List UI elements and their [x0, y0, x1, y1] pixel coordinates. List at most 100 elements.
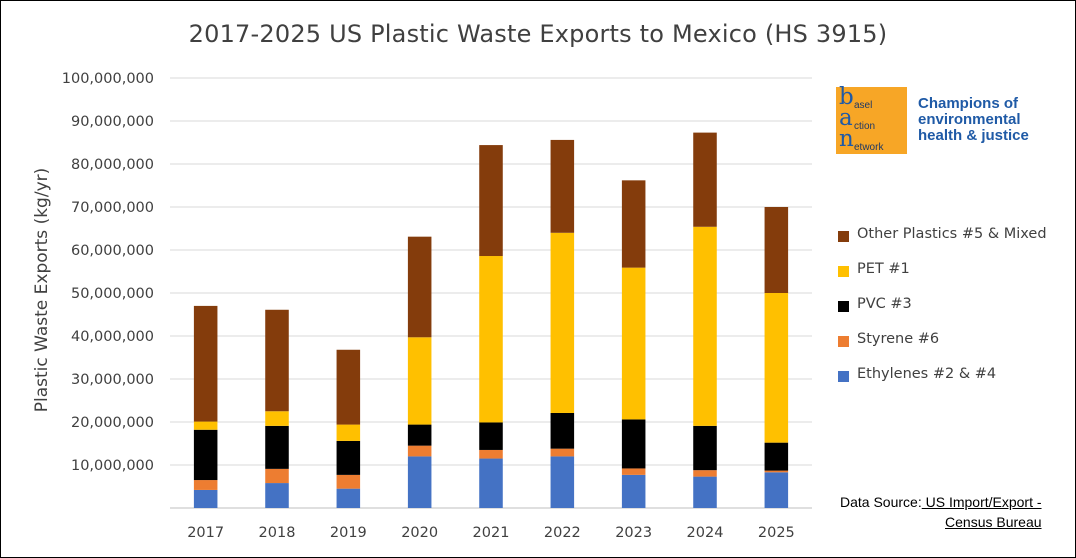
- bar-2024-ethylenes-2-4: [693, 476, 717, 508]
- source-prefix: Data Source:: [840, 494, 922, 510]
- bar-2025-pvc-3: [764, 442, 789, 471]
- legend-label: PET #1: [857, 261, 910, 277]
- logo-letter-a: a: [839, 105, 853, 131]
- x-tick-label: 2018: [259, 525, 296, 541]
- x-tick-label: 2019: [330, 525, 367, 541]
- bar-2022-pet-1: [550, 232, 575, 413]
- ban-logo: b a n asel ction etwork Champions of env…: [836, 84, 1046, 155]
- legend-item: PVC #3: [838, 296, 1068, 316]
- bar-2022-ethylenes-2-4: [550, 456, 575, 508]
- bars: [193, 132, 789, 508]
- bar-2019-other-plastics-5-mixed: [336, 349, 361, 425]
- x-tick-label: 2024: [687, 525, 724, 541]
- bar-2024-pet-1: [693, 226, 717, 426]
- legend-label: Styrene #6: [857, 331, 940, 347]
- logo-word-basel: asel: [854, 100, 873, 111]
- tagline-line-3: health & justice: [918, 127, 1029, 144]
- chart-title: 2017-2025 US Plastic Waste Exports to Me…: [188, 20, 888, 48]
- data-source-note: Data Source: US Import/Export - Census B…: [840, 492, 1042, 532]
- bar-2021-pvc-3: [479, 422, 503, 450]
- source-line-2[interactable]: Census Bureau: [945, 514, 1042, 530]
- bar-2021-ethylenes-2-4: [479, 458, 503, 508]
- legend-label: Ethylenes #2 & #4: [857, 366, 997, 382]
- y-tick-label: 80,000,000: [71, 157, 154, 173]
- bar-2025-ethylenes-2-4: [764, 472, 789, 508]
- y-tick-label: 40,000,000: [71, 329, 154, 345]
- bar-2018-pvc-3: [265, 425, 289, 469]
- logo-word-action: ction: [854, 121, 876, 132]
- legend-item: Styrene #6: [838, 331, 1068, 351]
- y-tick-label: 50,000,000: [71, 286, 154, 302]
- bar-2023-pvc-3: [621, 419, 646, 469]
- legend-item: Ethylenes #2 & #4: [838, 366, 1068, 386]
- y-tick-label: 20,000,000: [71, 415, 154, 431]
- x-tick-labels: 2017 2018 2019 2020 2021 2022 2023 2024 2025: [187, 525, 795, 541]
- bar-2017-styrene-6: [193, 480, 218, 490]
- legend-item: Other Plastics #5 & Mixed: [838, 226, 1068, 246]
- bar-2022-other-plastics-5-mixed: [550, 139, 575, 233]
- bar-2018-ethylenes-2-4: [265, 483, 289, 508]
- bar-2017-pet-1: [193, 421, 218, 430]
- bar-2020-styrene-6: [407, 445, 432, 457]
- x-tick-label: 2025: [758, 525, 795, 541]
- bar-2019-styrene-6: [336, 474, 361, 489]
- y-tick-label: 10,000,000: [71, 458, 154, 474]
- bar-2018-pet-1: [265, 411, 289, 426]
- bar-2024-other-plastics-5-mixed: [693, 132, 717, 227]
- bar-2018-styrene-6: [265, 468, 289, 484]
- bar-2019-pet-1: [336, 424, 361, 441]
- bar-2024-styrene-6: [693, 470, 717, 477]
- bar-2021-other-plastics-5-mixed: [479, 145, 503, 257]
- tagline-line-2: environmental: [918, 111, 1021, 128]
- bar-2017-other-plastics-5-mixed: [193, 305, 218, 422]
- bar-2022-styrene-6: [550, 448, 575, 457]
- legend-swatch: [838, 266, 849, 277]
- logo-letter-n: n: [839, 126, 854, 152]
- x-tick-label: 2023: [615, 525, 652, 541]
- bar-2018-other-plastics-5-mixed: [265, 309, 289, 412]
- y-tick-label: 60,000,000: [71, 243, 154, 259]
- bar-2020-ethylenes-2-4: [407, 456, 432, 508]
- bar-2020-pet-1: [407, 337, 432, 425]
- logo-word-network: etwork: [854, 142, 884, 153]
- y-tick-label: 100,000,000: [62, 71, 154, 87]
- source-line-1: Data Source: US Import/Export -: [840, 492, 1042, 512]
- bar-2022-pvc-3: [550, 412, 575, 449]
- y-tick-labels: 100,000,000 90,000,000 80,000,000 70,000,00…: [62, 71, 154, 474]
- bar-2020-pvc-3: [407, 424, 432, 446]
- bar-2021-pet-1: [479, 256, 503, 423]
- bar-2025-pet-1: [764, 293, 789, 443]
- logo-tagline: Champions of environmental health & just…: [918, 96, 1058, 144]
- bar-2023-pet-1: [621, 267, 646, 420]
- bar-2025-styrene-6: [764, 470, 789, 473]
- bar-2017-pvc-3: [193, 429, 218, 481]
- bar-2025-other-plastics-5-mixed: [764, 207, 789, 293]
- tagline-line-1: Champions of: [918, 95, 1018, 112]
- bar-2023-styrene-6: [621, 468, 646, 475]
- bar-2020-other-plastics-5-mixed: [407, 236, 432, 338]
- bar-2019-pvc-3: [336, 440, 361, 475]
- x-tick-label: 2022: [544, 525, 581, 541]
- source-link[interactable]: US Import/Export -: [921, 494, 1042, 510]
- bar-2021-styrene-6: [479, 449, 503, 459]
- x-tick-label: 2021: [473, 525, 510, 541]
- bar-2023-other-plastics-5-mixed: [621, 180, 646, 268]
- bar-2019-ethylenes-2-4: [336, 488, 361, 508]
- y-tick-label: 90,000,000: [71, 114, 154, 130]
- legend-label: Other Plastics #5 & Mixed: [857, 226, 1047, 242]
- legend-swatch: [838, 336, 849, 347]
- bar-2023-ethylenes-2-4: [621, 474, 646, 508]
- y-tick-label: 70,000,000: [71, 200, 154, 216]
- legend-swatch: [838, 231, 849, 242]
- logo-box: b a n asel ction etwork: [836, 84, 907, 154]
- legend-item: PET #1: [838, 261, 1068, 281]
- x-tick-label: 2020: [401, 525, 438, 541]
- bar-2024-pvc-3: [693, 425, 717, 471]
- y-tick-label: 30,000,000: [71, 372, 154, 388]
- x-tick-label: 2017: [187, 525, 224, 541]
- legend-label: PVC #3: [857, 296, 912, 312]
- legend-swatch: [838, 371, 849, 382]
- logo-letter-b: b: [839, 84, 854, 110]
- legend-swatch: [838, 301, 849, 312]
